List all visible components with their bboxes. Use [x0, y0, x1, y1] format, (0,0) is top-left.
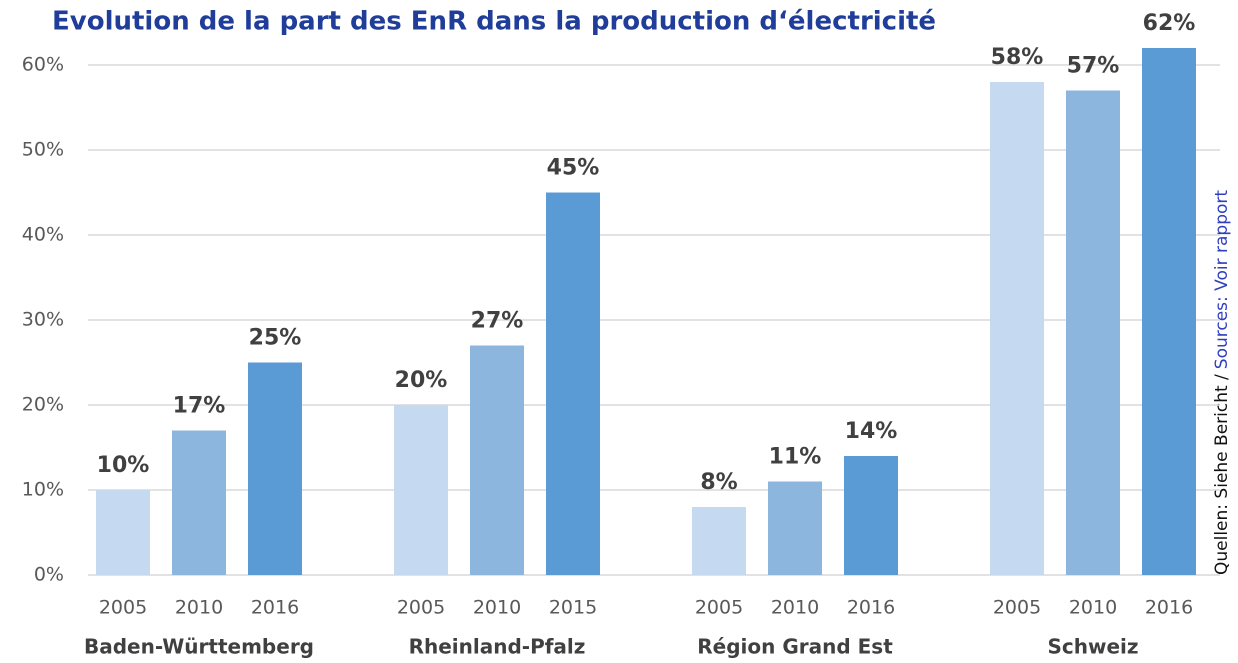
group-label: Schweiz [1047, 635, 1138, 659]
bar [692, 507, 746, 575]
x-tick-label: 2016 [1145, 597, 1193, 619]
value-label: 17% [173, 394, 226, 419]
value-label: 45% [547, 156, 600, 181]
bar [470, 345, 524, 575]
y-tick-label: 20% [22, 394, 64, 416]
value-label: 14% [845, 419, 898, 444]
bar [96, 490, 150, 575]
y-tick-label: 30% [22, 309, 64, 331]
x-tick-label: 2005 [99, 597, 147, 619]
bar [844, 456, 898, 575]
source-fr: Sources: Voir rapport [1212, 190, 1232, 370]
x-tick-label: 2010 [175, 597, 223, 619]
group-label: Rheinland-Pfalz [409, 635, 586, 659]
chart-title: Evolution de la part des EnR dans la pro… [52, 7, 936, 37]
source-de: Quellen: Siehe Bericht / [1212, 374, 1232, 575]
x-tick-label: 2005 [695, 597, 743, 619]
y-tick-label: 60% [22, 54, 64, 76]
x-tick-label: 2005 [993, 597, 1041, 619]
source-note: Quellen: Siehe Bericht / Sources: Voir ra… [1212, 190, 1232, 575]
value-label: 20% [395, 368, 448, 393]
bar [248, 362, 302, 575]
value-label: 58% [991, 45, 1044, 70]
bar [546, 192, 600, 575]
value-label: 10% [97, 453, 150, 478]
bar [172, 430, 226, 575]
value-label: 25% [249, 326, 302, 351]
x-tick-label: 2015 [549, 597, 597, 619]
bar [1142, 48, 1196, 575]
y-tick-label: 50% [22, 139, 64, 161]
bar [1066, 90, 1120, 575]
y-tick-label: 10% [22, 479, 64, 501]
group-label: Région Grand Est [697, 635, 893, 659]
value-label: 11% [769, 445, 822, 470]
y-tick-label: 40% [22, 224, 64, 246]
value-label: 27% [471, 309, 524, 334]
bar [990, 82, 1044, 575]
bar [768, 481, 822, 575]
x-tick-label: 2010 [1069, 597, 1117, 619]
x-tick-label: 2005 [397, 597, 445, 619]
bar [394, 405, 448, 575]
value-label: 8% [700, 470, 737, 495]
y-tick-label: 0% [34, 564, 64, 586]
value-label: 57% [1067, 54, 1120, 79]
x-tick-label: 2010 [473, 597, 521, 619]
group-label: Baden-Württemberg [84, 635, 314, 659]
x-tick-label: 2010 [771, 597, 819, 619]
x-tick-label: 2016 [847, 597, 895, 619]
x-tick-label: 2016 [251, 597, 299, 619]
value-label: 62% [1143, 11, 1196, 36]
